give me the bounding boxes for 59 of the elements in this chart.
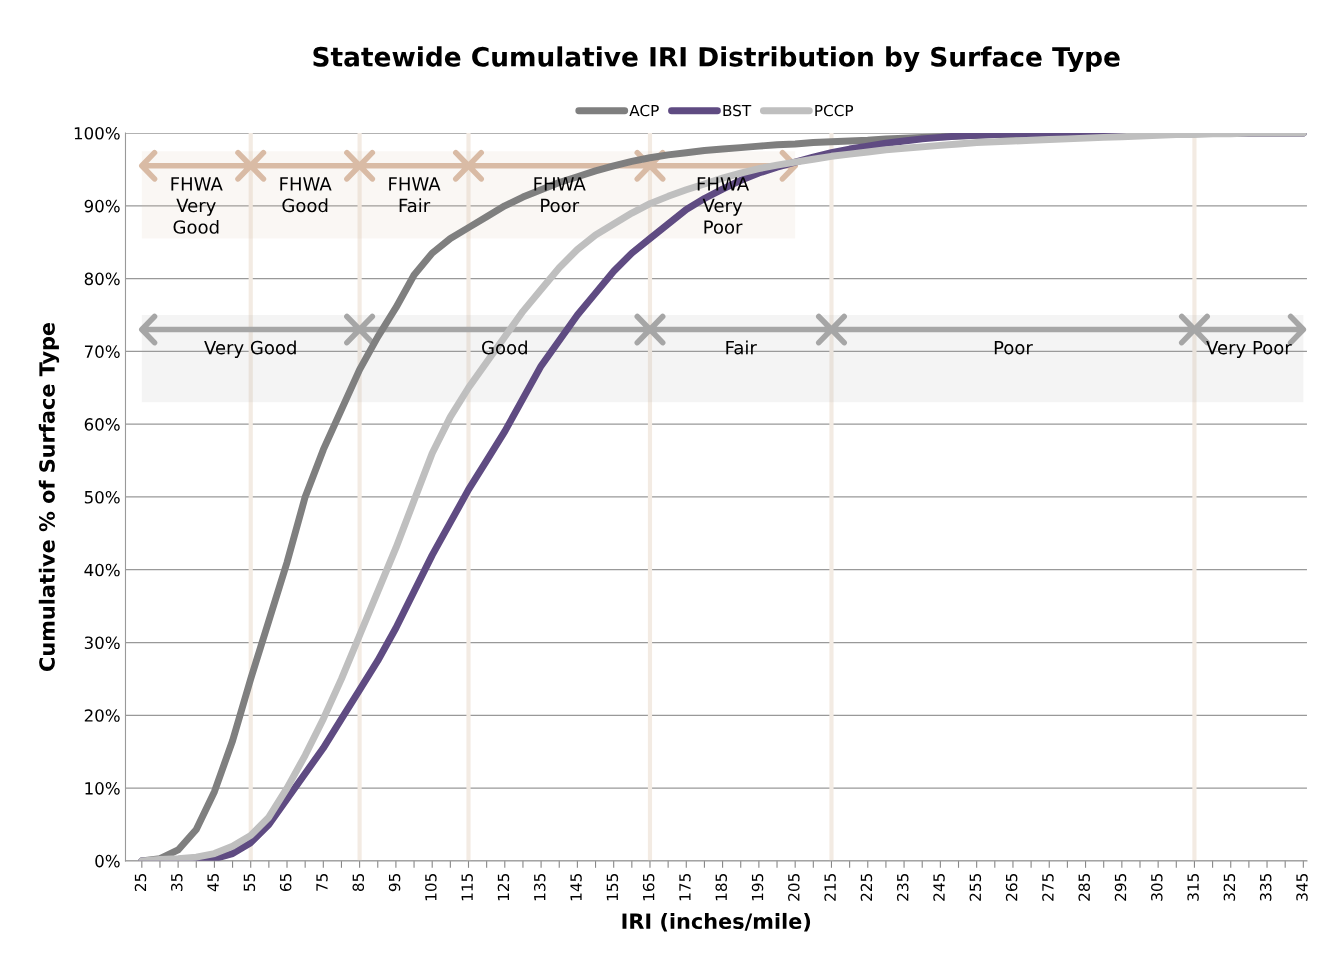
y-tick-label: 30% bbox=[84, 636, 120, 650]
y-tick-label: 90% bbox=[84, 199, 120, 213]
band-label: Poor bbox=[994, 341, 1033, 355]
x-tick-label: 345 bbox=[1296, 873, 1308, 901]
x-tick-label: 335 bbox=[1259, 873, 1272, 901]
x-tick-label: 265 bbox=[1005, 873, 1018, 901]
y-tick-label: 70% bbox=[84, 345, 120, 358]
x-axis-title: IRI (inches/mile) bbox=[622, 912, 811, 932]
x-tick-label: 165 bbox=[642, 873, 655, 901]
x-tick-label: 255 bbox=[969, 873, 982, 901]
x-tick-label: 305 bbox=[1151, 873, 1163, 901]
x-tick-label: 45 bbox=[207, 873, 219, 892]
x-tick-label: 105 bbox=[425, 873, 437, 901]
band-label: FHWA Poor bbox=[534, 177, 586, 213]
x-tick-label: 95 bbox=[388, 873, 401, 892]
band-label: FHWA Very Good bbox=[171, 177, 223, 234]
band-label: Fair bbox=[726, 340, 757, 355]
band-label: Very Good bbox=[204, 340, 296, 358]
band-label: FHWA Fair bbox=[389, 177, 441, 213]
y-tick-label: 100% bbox=[74, 126, 120, 140]
x-tick-label: 245 bbox=[933, 873, 945, 901]
x-tick-label: 115 bbox=[461, 873, 473, 901]
x-tick-label: 145 bbox=[570, 873, 582, 901]
y-tick-label: 10% bbox=[85, 782, 120, 795]
y-tick-label: 0% bbox=[95, 854, 120, 868]
x-tick-label: 155 bbox=[606, 873, 619, 901]
band-label: Good bbox=[482, 340, 527, 355]
x-tick-label: 225 bbox=[860, 873, 873, 901]
x-tick-label: 125 bbox=[497, 873, 510, 901]
y-tick-label: 20% bbox=[84, 709, 120, 722]
x-tick-label: 25 bbox=[134, 873, 147, 891]
x-tick-label: 275 bbox=[1042, 873, 1054, 901]
x-tick-label: 285 bbox=[1078, 873, 1090, 901]
x-tick-label: 65 bbox=[279, 873, 292, 892]
y-axis-title: Cumulative % of Surface Type bbox=[38, 322, 60, 671]
x-tick-label: 35 bbox=[171, 873, 183, 891]
band-label: FHWA Good bbox=[280, 177, 332, 213]
x-tick-label: 215 bbox=[824, 873, 836, 901]
x-tick-label: 205 bbox=[788, 873, 800, 901]
legend-label: BST bbox=[723, 104, 752, 117]
legend-label: PCCP bbox=[815, 104, 854, 117]
y-tick-label: 40% bbox=[84, 563, 120, 577]
chart-title: Statewide Cumulative IRI Distribution by Surface Type bbox=[313, 46, 1120, 73]
x-tick-label: 175 bbox=[679, 873, 691, 901]
x-tick-label: 85 bbox=[352, 873, 365, 892]
x-tick-label: 235 bbox=[896, 873, 909, 901]
y-tick-label: 50% bbox=[84, 490, 120, 504]
x-tick-label: 295 bbox=[1114, 873, 1127, 901]
y-tick-label: 60% bbox=[84, 418, 120, 431]
x-tick-label: 325 bbox=[1223, 873, 1236, 901]
x-tick-label: 185 bbox=[715, 873, 728, 901]
legend-label: ACP bbox=[629, 104, 659, 117]
x-tick-label: 195 bbox=[751, 873, 764, 901]
x-tick-label: 315 bbox=[1187, 873, 1199, 901]
x-tick-label: 55 bbox=[243, 873, 256, 891]
x-tick-label: 75 bbox=[316, 873, 328, 891]
y-tick-label: 80% bbox=[84, 272, 120, 286]
x-tick-label: 135 bbox=[533, 873, 546, 901]
band-label: Very Poor bbox=[1206, 341, 1292, 358]
